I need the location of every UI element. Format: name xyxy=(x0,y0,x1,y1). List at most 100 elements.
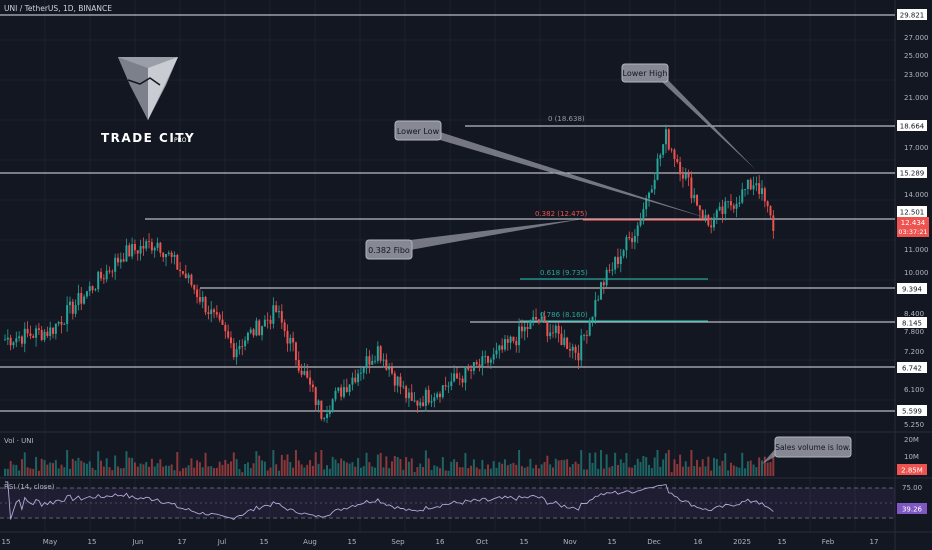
candle xyxy=(402,380,405,390)
volume-bar xyxy=(294,450,297,476)
candle xyxy=(29,325,32,340)
candle xyxy=(162,252,165,262)
volume-bar xyxy=(707,456,710,476)
candle xyxy=(416,400,419,413)
candle xyxy=(571,343,574,359)
candle xyxy=(444,376,447,391)
candle xyxy=(52,327,55,339)
candle xyxy=(46,326,49,338)
candle xyxy=(481,350,484,376)
volume-bar xyxy=(554,458,557,476)
time-tick: 16 xyxy=(694,538,703,546)
candle xyxy=(345,378,348,393)
candle xyxy=(433,392,436,408)
candle xyxy=(532,310,535,326)
volume-bar xyxy=(755,467,758,476)
volume-bar xyxy=(450,461,453,476)
candle xyxy=(359,365,362,381)
volume-bar xyxy=(331,456,334,476)
volume-bar xyxy=(405,457,408,476)
volume-bar xyxy=(710,470,713,476)
volume-bar xyxy=(235,459,238,476)
volume-bar xyxy=(487,464,490,476)
fib-0-label: 0 (18.638) xyxy=(548,115,585,123)
volume-bar xyxy=(221,464,224,476)
candle xyxy=(176,253,179,270)
volume-bar xyxy=(184,467,187,476)
level-tag: 15.289 xyxy=(897,167,927,178)
candle xyxy=(23,322,26,353)
volume-bar xyxy=(758,457,761,476)
volume-bar xyxy=(326,465,329,476)
candle xyxy=(467,363,470,372)
volume-bar xyxy=(506,465,509,476)
candle xyxy=(549,323,552,340)
volume-bar xyxy=(718,465,721,476)
volume-bar xyxy=(43,460,46,476)
candle xyxy=(4,334,6,341)
candle xyxy=(91,285,94,294)
rsi-tick: 75.00 xyxy=(902,484,922,492)
tradecity-logo: TRADE CITY PRO xyxy=(101,57,194,145)
candle xyxy=(57,321,60,327)
volume-bar xyxy=(512,462,515,476)
volume-bar xyxy=(616,464,619,476)
candle xyxy=(328,405,331,418)
candle xyxy=(49,321,52,341)
volume-bar xyxy=(540,464,543,476)
candle xyxy=(224,322,227,339)
candle xyxy=(136,250,139,261)
candle xyxy=(588,317,591,337)
candle xyxy=(238,340,241,355)
candle xyxy=(71,298,74,320)
time-tick: Nov xyxy=(563,538,577,546)
volume-bar xyxy=(170,464,173,476)
candle xyxy=(306,364,309,379)
candle xyxy=(165,253,167,267)
svg-text:12.434: 12.434 xyxy=(901,219,926,227)
volume-bar xyxy=(501,463,504,476)
candle xyxy=(286,324,289,352)
candle xyxy=(684,167,687,181)
candle xyxy=(453,365,456,383)
candle xyxy=(210,300,213,323)
candle xyxy=(424,387,427,412)
volume-bar xyxy=(670,472,673,476)
volume-bar xyxy=(585,469,588,476)
candle xyxy=(405,384,408,403)
candle xyxy=(6,329,9,346)
candle xyxy=(472,362,475,375)
candle xyxy=(388,363,391,377)
callout-lower-low: Lower Low xyxy=(394,120,710,219)
volume-bar xyxy=(286,454,289,476)
candle xyxy=(294,341,297,366)
volume-bar xyxy=(176,452,179,476)
volume-bar xyxy=(80,460,83,476)
candle xyxy=(204,295,207,316)
volume-bar xyxy=(667,450,670,476)
price-tick: 5.250 xyxy=(904,421,924,429)
svg-text:Lower High: Lower High xyxy=(623,69,668,78)
candle xyxy=(40,325,43,342)
volume-bar xyxy=(385,456,388,476)
candle xyxy=(334,387,337,402)
candle xyxy=(455,367,458,379)
candle xyxy=(625,234,628,259)
volume-bar xyxy=(662,459,665,476)
svg-text:29.821: 29.821 xyxy=(900,12,925,20)
volume-bar xyxy=(413,471,416,476)
volume-bar xyxy=(258,455,261,476)
volume-bar xyxy=(374,467,377,476)
volume-bar xyxy=(701,459,704,476)
candle xyxy=(122,252,125,263)
volume-bar xyxy=(498,462,501,476)
candle xyxy=(551,324,554,338)
volume-bar xyxy=(690,450,693,476)
candle xyxy=(390,362,393,376)
volume-bar xyxy=(269,467,272,476)
volume-bar xyxy=(23,452,26,476)
candle xyxy=(97,270,100,293)
volume-bar xyxy=(523,467,526,476)
volume-bar xyxy=(54,460,57,476)
